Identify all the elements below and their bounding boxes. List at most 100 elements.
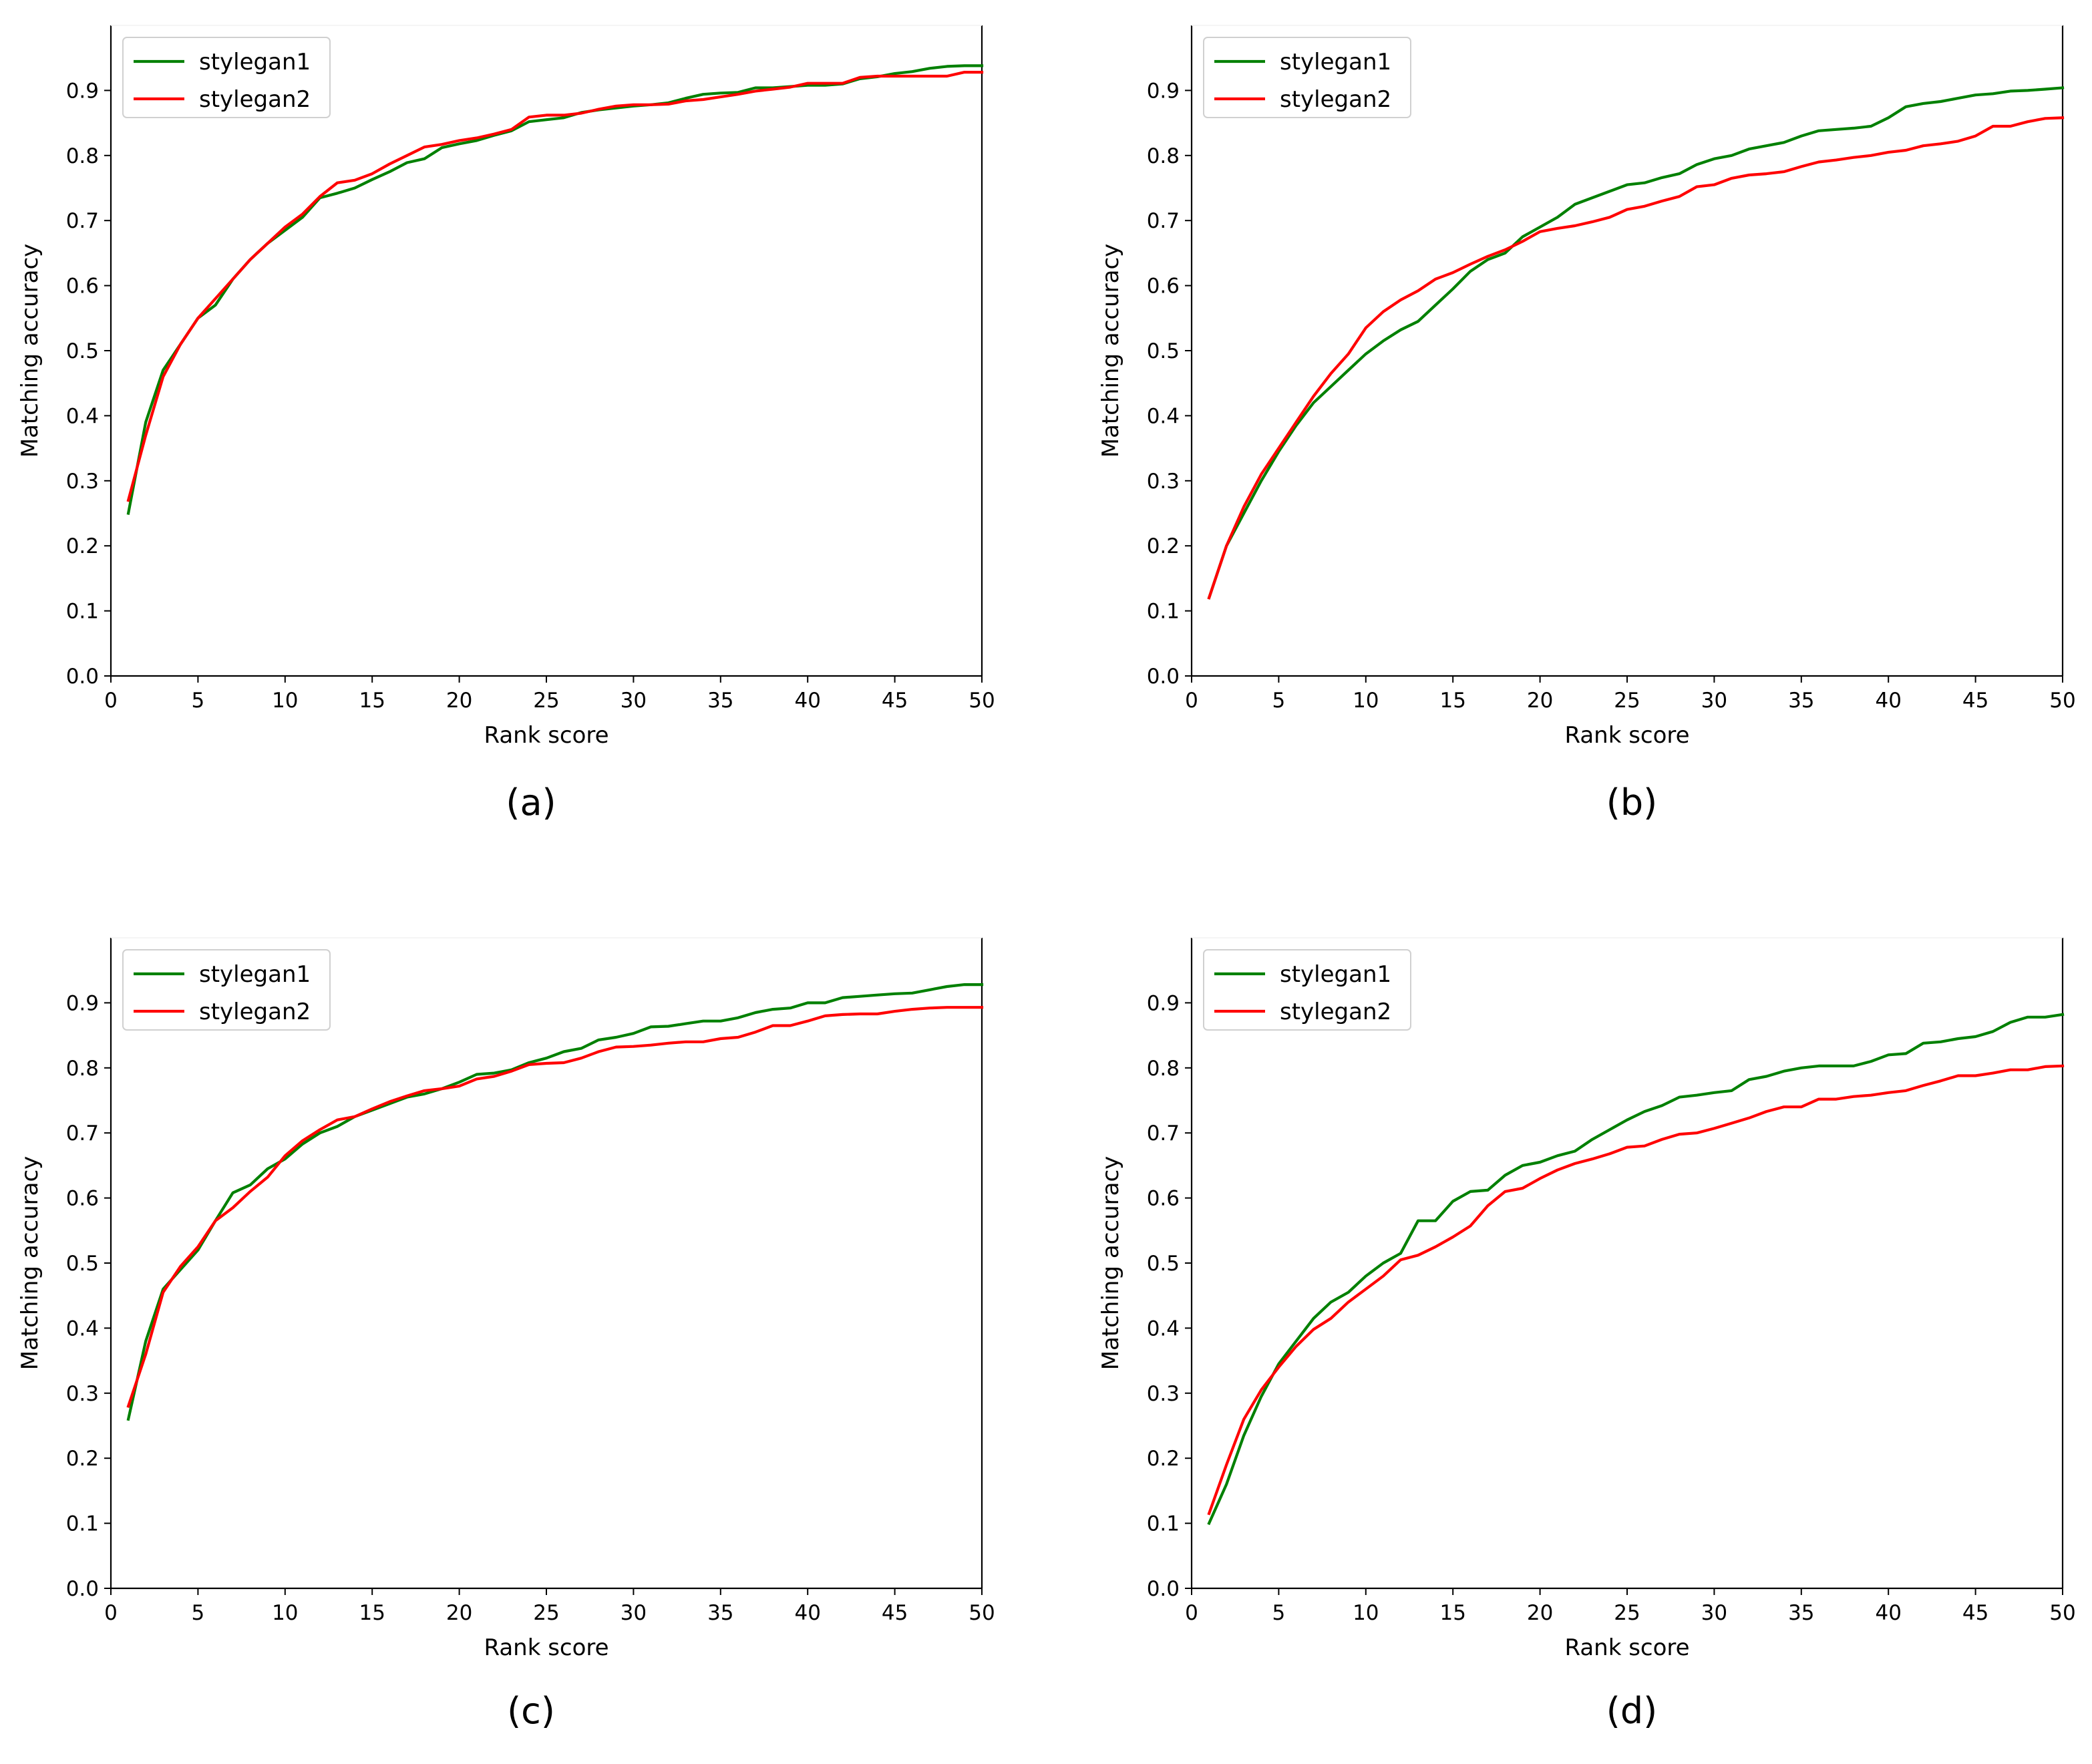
x-tick-label: 10 [272, 1601, 298, 1625]
legend-label-stylegan1: stylegan1 [199, 961, 311, 988]
y-axis-label: Matching accuracy [17, 1156, 43, 1371]
y-tick-label: 0.1 [66, 600, 99, 624]
x-axis-label: Rank score [1564, 722, 1689, 749]
y-tick-label: 0.1 [1147, 600, 1180, 624]
panel-b: 0 5 10 15 20 25 30 35 40 45 50 0.0 0.1 0.2 0.3 0.4 0.5 0.… [1097, 25, 2076, 824]
x-tick-label: 10 [272, 689, 298, 713]
series-line-stylegan1 [126, 983, 984, 1421]
panel-caption: (a) [506, 781, 556, 824]
y-tick-label: 0.0 [1147, 1577, 1180, 1601]
legend-label-stylegan1: stylegan1 [1280, 49, 1391, 75]
x-tick-label: 50 [969, 1601, 995, 1625]
y-tick-label: 0.8 [66, 144, 99, 168]
series-line-stylegan2 [1207, 116, 2065, 600]
x-axis-label: Rank score [1564, 1634, 1689, 1661]
x-tick-label: 45 [1962, 689, 1988, 713]
legend-label-stylegan2: stylegan2 [199, 999, 311, 1025]
y-tick-label: 0.7 [66, 209, 99, 233]
panel-d: 0 5 10 15 20 25 30 35 40 45 50 0.0 0.1 0.2 0.3 0.4 0.5 0.… [1097, 937, 2076, 1732]
y-tick-label: 0.0 [66, 665, 99, 689]
x-tick-label: 20 [1527, 689, 1553, 713]
y-tick-label: 0.9 [1147, 991, 1180, 1015]
y-tick-label: 0.1 [66, 1512, 99, 1536]
y-tick-label: 0.4 [66, 404, 99, 428]
x-tick-label: 40 [1875, 689, 1901, 713]
x-tick-label: 5 [192, 689, 205, 713]
x-tick-label: 15 [1439, 689, 1465, 713]
series-line-stylegan2 [126, 1006, 984, 1408]
x-tick-label: 15 [359, 1601, 385, 1625]
x-axis-label: Rank score [484, 1634, 608, 1661]
x-tick-label: 30 [1701, 689, 1727, 713]
y-axis-label: Matching accuracy [1097, 244, 1124, 458]
x-tick-label: 30 [1701, 1601, 1727, 1625]
y-tick-label: 0.5 [1147, 1252, 1180, 1276]
legend-label-stylegan2: stylegan2 [1280, 999, 1391, 1025]
legend-label-stylegan1: stylegan1 [1280, 961, 1391, 988]
y-axis-label: Matching accuracy [17, 244, 43, 458]
y-tick-label: 0.3 [1147, 1382, 1180, 1406]
x-tick-label: 0 [104, 689, 118, 713]
series-line-stylegan2 [1207, 1064, 2065, 1516]
panel-a: 0 5 10 15 20 25 30 35 40 45 50 0.0 0.1 0.2 0.3 0.4 0.5 0.… [17, 25, 995, 824]
y-tick-label: 0.6 [66, 275, 99, 299]
x-tick-label: 40 [1875, 1601, 1901, 1625]
x-tick-label: 0 [104, 1601, 118, 1625]
legend-label-stylegan1: stylegan1 [199, 49, 311, 75]
x-tick-label: 5 [1272, 689, 1286, 713]
y-tick-label: 0.6 [66, 1187, 99, 1211]
x-tick-label: 5 [192, 1601, 205, 1625]
panel-c: 0 5 10 15 20 25 30 35 40 45 50 0.0 0.1 0.2 0.3 0.4 0.5 0.… [17, 937, 995, 1732]
x-tick-label: 0 [1185, 689, 1198, 713]
panel-caption: (c) [507, 1690, 555, 1732]
x-tick-label: 45 [882, 1601, 908, 1625]
x-tick-label: 20 [446, 1601, 472, 1625]
x-tick-label: 35 [1788, 689, 1814, 713]
x-tick-label: 40 [794, 1601, 820, 1625]
x-tick-label: 50 [2049, 1601, 2075, 1625]
y-tick-label: 0.0 [66, 1577, 99, 1601]
y-tick-label: 0.5 [66, 1252, 99, 1276]
panels: 0 5 10 15 20 25 30 35 40 45 500.00.10.20.30.40.50.… [17, 25, 2076, 1732]
y-tick-label: 0.8 [1147, 144, 1180, 168]
y-tick-label: 0.6 [1147, 275, 1180, 299]
x-tick-label: 20 [446, 689, 472, 713]
y-tick-label: 0.5 [66, 339, 99, 363]
y-tick-label: 0.2 [66, 534, 99, 558]
x-tick-label: 25 [1614, 689, 1640, 713]
legend: stylegan1 stylegan2 [1203, 949, 1411, 1031]
y-tick-label: 0.7 [1147, 1121, 1180, 1145]
y-tick-label: 0.5 [1147, 339, 1180, 363]
series-line-stylegan2 [126, 70, 984, 502]
y-tick-label: 0.3 [66, 1382, 99, 1406]
y-tick-label: 0.3 [1147, 470, 1180, 494]
y-tick-label: 0.3 [66, 470, 99, 494]
y-tick-label: 0.2 [1147, 1447, 1180, 1471]
y-tick-label: 0.2 [66, 1447, 99, 1471]
panel-caption: (d) [1606, 1690, 1657, 1732]
x-tick-label: 45 [1962, 1601, 1988, 1625]
x-tick-label: 0 [1185, 1601, 1198, 1625]
x-tick-label: 30 [621, 689, 647, 713]
x-tick-label: 25 [533, 1601, 559, 1625]
x-tick-label: 45 [882, 689, 908, 713]
x-tick-label: 15 [359, 689, 385, 713]
x-tick-label: 15 [1439, 1601, 1465, 1625]
x-tick-label: 35 [1788, 1601, 1814, 1625]
x-tick-label: 25 [1614, 1601, 1640, 1625]
y-tick-label: 0.6 [1147, 1187, 1180, 1211]
x-tick-label: 35 [707, 1601, 733, 1625]
x-tick-label: 50 [969, 689, 995, 713]
y-tick-label: 0.4 [1147, 1316, 1180, 1341]
legend: stylegan1 stylegan2 [1203, 37, 1411, 118]
y-tick-label: 0.7 [66, 1121, 99, 1145]
y-tick-label: 0.8 [1147, 1057, 1180, 1081]
series-line-stylegan1 [1207, 86, 2065, 600]
x-tick-label: 10 [1353, 1601, 1379, 1625]
series-line-stylegan1 [1207, 1013, 2065, 1526]
y-tick-label: 0.4 [1147, 404, 1180, 428]
legend-label-stylegan2: stylegan2 [199, 86, 311, 113]
x-tick-label: 10 [1353, 689, 1379, 713]
legend: stylegan1 stylegan2 [122, 37, 331, 118]
